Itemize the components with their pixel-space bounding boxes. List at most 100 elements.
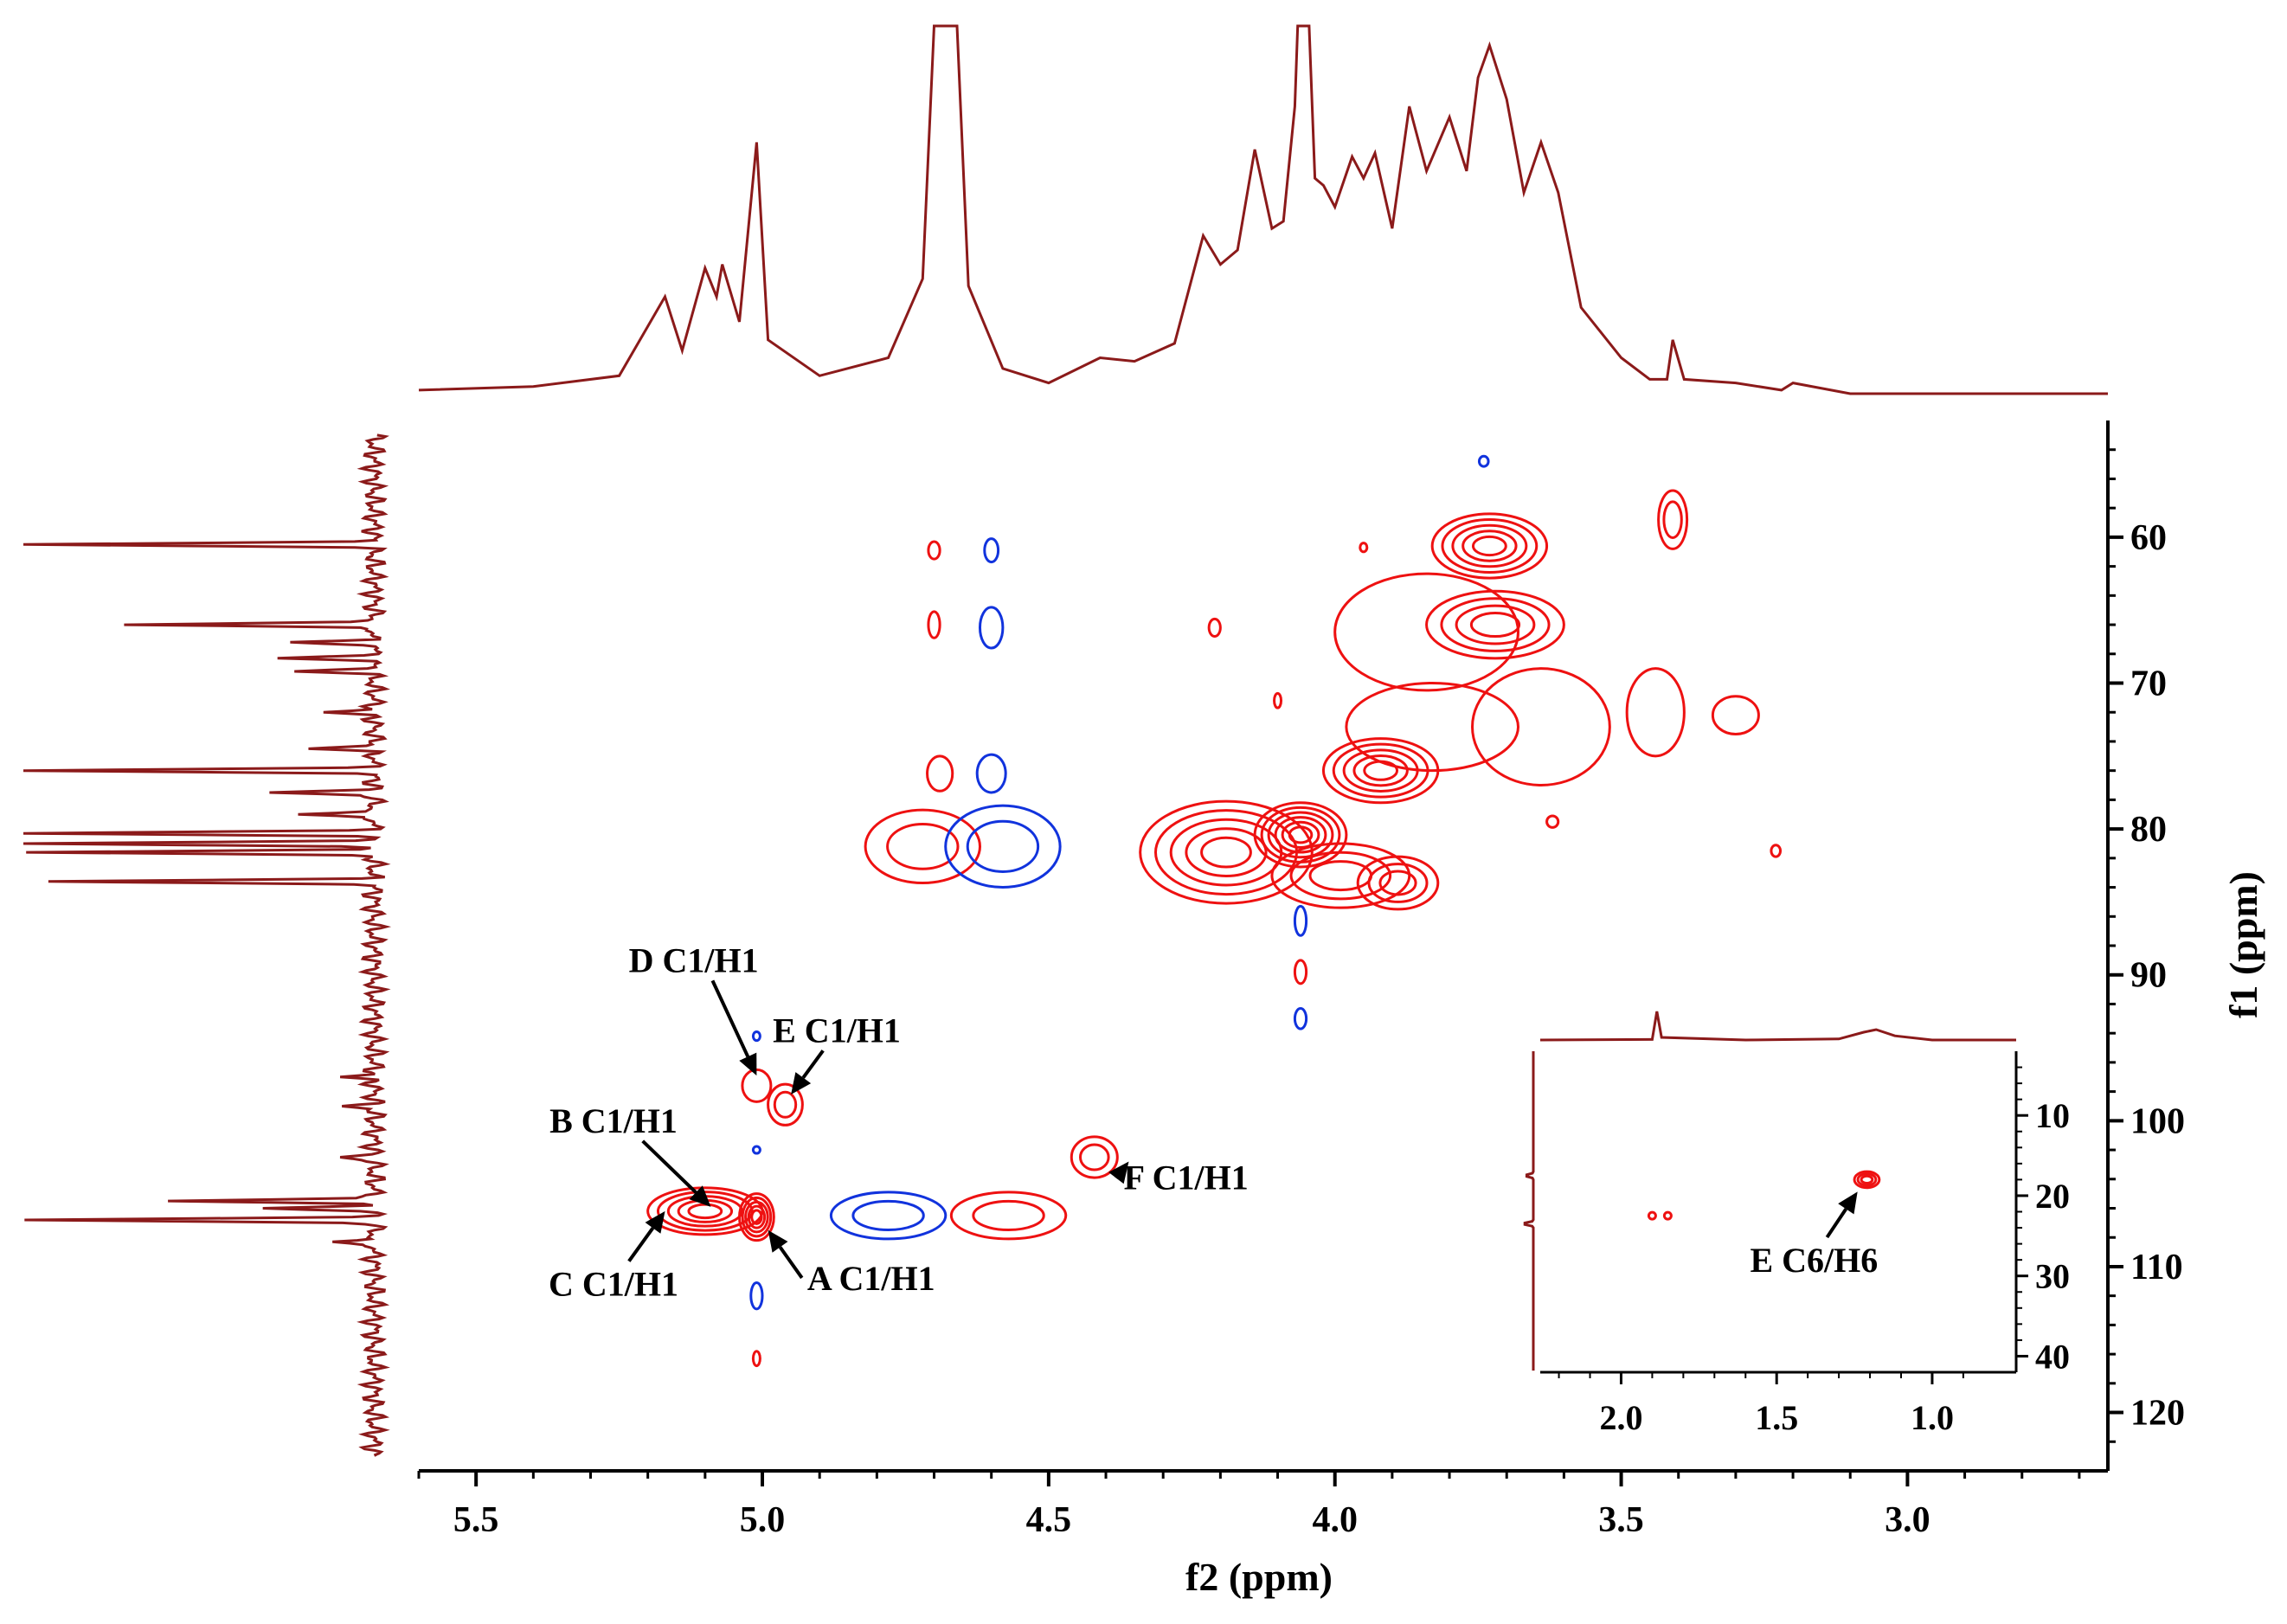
contour-peak bbox=[741, 1068, 773, 1103]
contour-peak bbox=[1270, 842, 1411, 909]
contour-peak bbox=[1425, 589, 1565, 660]
axes-layer: 5.5 5.0 4.5 4.0 3.5 3.0 60 70 80 90 100 110 120 bbox=[417, 420, 2185, 1540]
contour-peak bbox=[1207, 617, 1222, 639]
contour-level bbox=[927, 540, 941, 561]
contour-peak bbox=[1471, 667, 1611, 786]
x-tick-label: 4.0 bbox=[1312, 1500, 1358, 1540]
contour-level bbox=[949, 1191, 1068, 1241]
contour-level bbox=[1711, 695, 1760, 735]
y-tick-label: 90 bbox=[2130, 956, 2167, 996]
contour-level bbox=[972, 1199, 1045, 1232]
arrow-head bbox=[689, 1185, 711, 1207]
contour-peak bbox=[949, 1191, 1068, 1241]
x-tick-label: 5.5 bbox=[453, 1500, 499, 1540]
contour-peak bbox=[1662, 1210, 1673, 1221]
contour-peak bbox=[751, 1030, 761, 1043]
contour-peak bbox=[944, 804, 1062, 889]
peak-annotation-label: E C6/H6 bbox=[1750, 1241, 1878, 1280]
contour-level bbox=[1469, 612, 1521, 639]
contour-peak bbox=[1273, 691, 1283, 709]
contour-level bbox=[1440, 597, 1551, 652]
x-tick-label: 3.5 bbox=[1598, 1500, 1644, 1540]
contour-level bbox=[1647, 1210, 1657, 1221]
contour-peak bbox=[1293, 1007, 1308, 1030]
peak-annotation-label: E C1/H1 bbox=[773, 1011, 901, 1050]
contour-level bbox=[1253, 801, 1348, 869]
contour-level bbox=[1345, 681, 1519, 773]
contour-level bbox=[1430, 512, 1549, 580]
inset-f2-projection bbox=[1539, 1011, 2016, 1042]
inset-x-tick-label: 1.0 bbox=[1911, 1398, 1954, 1437]
contour-peak bbox=[927, 610, 941, 639]
arrow-head bbox=[739, 1052, 757, 1076]
y-tick-label: 80 bbox=[2130, 810, 2167, 850]
contour-level bbox=[741, 1068, 773, 1103]
contour-level bbox=[1288, 825, 1314, 844]
contour-level bbox=[1662, 1210, 1673, 1221]
contour-peak bbox=[1070, 1135, 1119, 1179]
arrow-head bbox=[1838, 1191, 1858, 1215]
y-tick-label: 60 bbox=[2130, 518, 2167, 558]
y-tick-label: 70 bbox=[2130, 664, 2167, 704]
arrow-head bbox=[1108, 1161, 1129, 1184]
arrow-shaft bbox=[778, 1246, 804, 1280]
arrow-shaft bbox=[801, 1050, 825, 1079]
contour-level bbox=[1274, 816, 1327, 854]
contour-peak bbox=[1711, 695, 1760, 735]
inset-panel: 2.0 1.5 1.0 10 20 30 40 E C6/H6 bbox=[1523, 995, 2070, 1437]
contour-peak bbox=[1139, 799, 1314, 905]
arrow-shaft bbox=[710, 979, 750, 1058]
y-tick-label: 110 bbox=[2130, 1248, 2183, 1287]
arrow-shaft bbox=[1825, 1208, 1848, 1239]
contour-level bbox=[944, 804, 1062, 889]
contour-level bbox=[1367, 863, 1429, 903]
contour-level bbox=[1856, 1172, 1878, 1187]
contour-level bbox=[751, 1145, 761, 1155]
x-tick-label: 3.0 bbox=[1885, 1500, 1930, 1540]
peak-annotation-label: C C1/H1 bbox=[549, 1265, 678, 1304]
contour-level bbox=[1545, 814, 1560, 829]
contour-peak bbox=[927, 540, 941, 561]
inset-x-tick-label: 2.0 bbox=[1599, 1398, 1642, 1437]
contour-level bbox=[1441, 518, 1539, 574]
contour-level bbox=[749, 1281, 764, 1311]
peak-annotation-label: F C1/H1 bbox=[1124, 1159, 1249, 1197]
contour-level bbox=[1471, 535, 1507, 557]
contour-level bbox=[744, 1200, 769, 1234]
inset-background bbox=[1537, 995, 2033, 1424]
contour-peak bbox=[1359, 542, 1369, 554]
peak-annotation-label: D C1/H1 bbox=[629, 940, 759, 979]
inset-y-tick-label: 30 bbox=[2035, 1257, 2070, 1296]
contour-peak bbox=[751, 1350, 761, 1368]
contour-peak bbox=[975, 753, 1007, 794]
contour-level bbox=[1853, 1170, 1881, 1190]
y-tick-label: 120 bbox=[2130, 1394, 2185, 1434]
contour-peak bbox=[1477, 454, 1490, 468]
contour-level bbox=[927, 610, 941, 639]
contour-level bbox=[978, 606, 1005, 650]
contour-level bbox=[1333, 572, 1519, 692]
contour-level bbox=[1461, 530, 1518, 562]
inset-y-tick-label: 20 bbox=[2035, 1177, 2070, 1216]
contour-level bbox=[1451, 523, 1528, 568]
inset-x-tick-label: 1.5 bbox=[1755, 1398, 1798, 1437]
contour-level bbox=[1270, 842, 1411, 909]
contour-level bbox=[1281, 820, 1320, 849]
contour-level bbox=[1359, 542, 1369, 554]
contour-peak bbox=[864, 808, 981, 885]
contour-level bbox=[1289, 851, 1392, 901]
contour-level bbox=[1293, 904, 1308, 937]
inset-f1-projection bbox=[1523, 1051, 1535, 1371]
contour-level bbox=[773, 1090, 798, 1119]
arrow-shaft bbox=[641, 1139, 697, 1194]
contour-peak bbox=[1430, 512, 1549, 580]
y-axis-label: f1 (ppm) bbox=[2221, 871, 2265, 1018]
contour-level bbox=[1770, 844, 1783, 858]
contour-level bbox=[747, 1204, 767, 1229]
contour-peak bbox=[1253, 801, 1348, 869]
arrow-head bbox=[768, 1229, 788, 1253]
f2-projection-trace bbox=[418, 24, 2108, 395]
contour-level bbox=[1425, 589, 1565, 660]
contour-level bbox=[1185, 827, 1268, 877]
